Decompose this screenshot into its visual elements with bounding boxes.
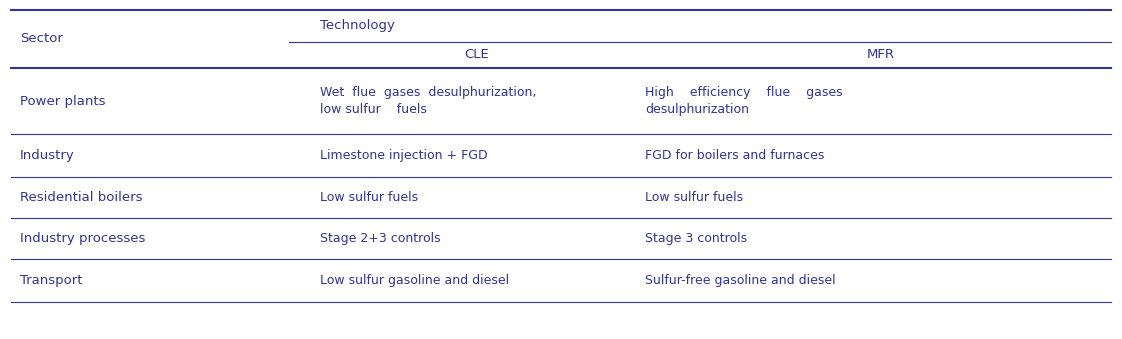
Text: Sector: Sector [20, 33, 63, 45]
Text: Residential boilers: Residential boilers [20, 191, 142, 204]
Text: Low sulfur fuels: Low sulfur fuels [645, 191, 743, 204]
Text: Industry processes: Industry processes [20, 232, 146, 245]
Text: Technology: Technology [320, 20, 395, 33]
Text: Stage 2+3 controls: Stage 2+3 controls [320, 232, 441, 245]
Text: Low sulfur gasoline and diesel: Low sulfur gasoline and diesel [320, 274, 509, 287]
Text: Transport: Transport [20, 274, 83, 287]
Text: Limestone injection + FGD: Limestone injection + FGD [320, 149, 487, 162]
Text: Sulfur-free gasoline and diesel: Sulfur-free gasoline and diesel [645, 274, 836, 287]
Text: Wet  flue  gases  desulphurization,
low sulfur    fuels: Wet flue gases desulphurization, low sul… [320, 86, 536, 116]
Text: High    efficiency    flue    gases
desulphurization: High efficiency flue gases desulphurizat… [645, 86, 843, 116]
Text: Stage 3 controls: Stage 3 controls [645, 232, 747, 245]
Text: FGD for boilers and furnaces: FGD for boilers and furnaces [645, 149, 825, 162]
Text: MFR: MFR [867, 48, 894, 61]
Text: Power plants: Power plants [20, 95, 105, 107]
Text: Low sulfur fuels: Low sulfur fuels [320, 191, 417, 204]
Text: CLE: CLE [465, 48, 489, 61]
Text: Industry: Industry [20, 149, 75, 162]
